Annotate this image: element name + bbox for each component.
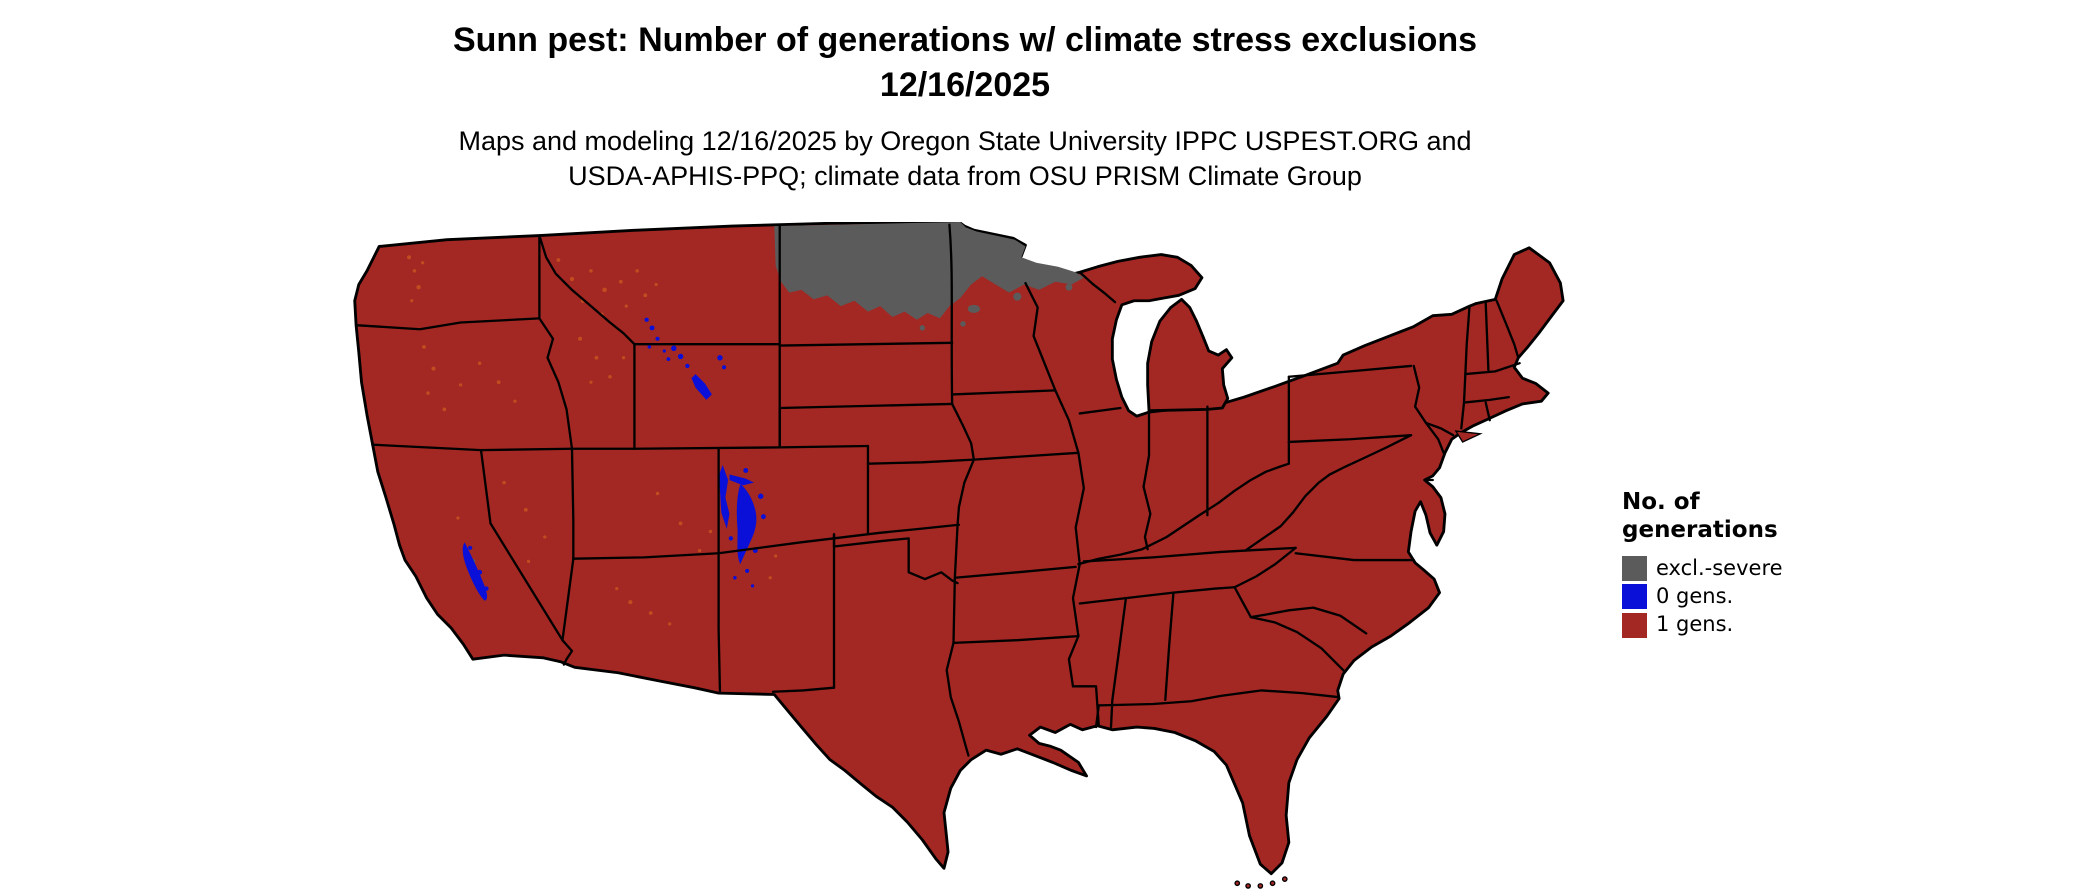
subtitle-line-2: USDA-APHIS-PPQ; climate data from OSU PR… xyxy=(568,160,1362,191)
map-subtitle: Maps and modeling 12/16/2025 by Oregon S… xyxy=(0,124,1930,194)
legend-title: No. of generations xyxy=(1622,488,1783,544)
zero-gens-label: 0 gens. xyxy=(1656,584,1734,609)
header: Sunn pest: Number of generations w/ clim… xyxy=(0,18,1930,194)
title-line-2: 12/16/2025 xyxy=(879,65,1051,104)
legend: No. of generations excl.-severe 0 gens. … xyxy=(1622,488,1783,641)
long-island xyxy=(1454,430,1483,443)
page-title: Sunn pest: Number of generations w/ clim… xyxy=(0,18,1930,108)
us-map-svg xyxy=(353,222,1565,889)
us-map xyxy=(336,222,1590,890)
title-line-1: Sunn pest: Number of generations w/ clim… xyxy=(452,21,1478,59)
legend-item-excl-severe: excl.-severe xyxy=(1622,556,1783,582)
zero-generation-regions xyxy=(462,317,766,601)
michigan-lower-peninsula xyxy=(1146,297,1234,413)
exclusion-speckles xyxy=(407,255,778,626)
one-gens-label: 1 gens. xyxy=(1656,612,1734,637)
legend-item-0-gens: 0 gens. xyxy=(1622,584,1783,610)
subtitle-line-1: Maps and modeling 12/16/2025 by Oregon S… xyxy=(458,125,1472,156)
one-gens-swatch xyxy=(1622,612,1647,638)
excl-severe-label: excl.-severe xyxy=(1656,556,1783,581)
excl-severe-swatch xyxy=(1622,556,1647,582)
state-borders xyxy=(354,223,1521,757)
us-landmass xyxy=(353,222,1565,876)
legend-title-line-1: No. of xyxy=(1622,489,1700,515)
zero-gens-swatch xyxy=(1622,584,1647,610)
legend-title-line-2: generations xyxy=(1622,517,1778,544)
florida-keys xyxy=(1234,876,1288,889)
legend-item-1-gens: 1 gens. xyxy=(1622,612,1783,638)
